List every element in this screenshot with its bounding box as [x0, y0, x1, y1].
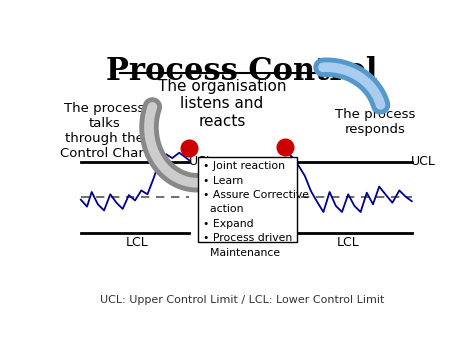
FancyBboxPatch shape [198, 157, 297, 242]
Text: UCL: UCL [411, 155, 436, 168]
Text: The organisation
listens and
reacts: The organisation listens and reacts [158, 79, 286, 129]
Text: UCL: Upper Control Limit / LCL: Lower Control Limit: UCL: Upper Control Limit / LCL: Lower Co… [100, 295, 384, 305]
Text: The process
responds: The process responds [335, 108, 415, 136]
Text: • Joint reaction
• Learn
• Assure Corrective
  action
• Expand
• Process driven
: • Joint reaction • Learn • Assure Correc… [202, 161, 308, 258]
Text: LCL: LCL [337, 236, 359, 249]
Text: Process Control: Process Control [106, 56, 378, 87]
Text: The process
talks
through the
Control Chart: The process talks through the Control Ch… [60, 102, 149, 160]
Text: UCL: UCL [189, 155, 213, 168]
Text: LCL: LCL [125, 236, 148, 249]
